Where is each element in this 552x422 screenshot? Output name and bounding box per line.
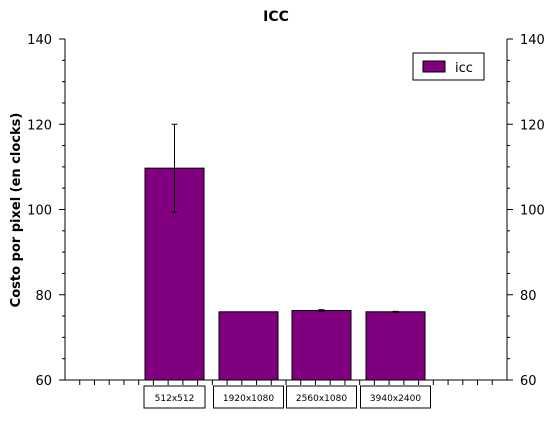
category-label: 2560x1080 [296, 394, 347, 404]
chart-title: ICC [263, 9, 289, 25]
y-tick-label-right: 120 [520, 118, 545, 133]
y-tick-label-right: 60 [520, 374, 537, 389]
legend-swatch [422, 60, 446, 73]
y-tick-label-left: 120 [27, 118, 52, 133]
y-tick-label-right: 140 [520, 33, 545, 48]
axes: 60 60 80 80 100 100 120 120 140 140 [27, 33, 545, 389]
y-axis-label: Costo por pixel (en clocks) [9, 113, 24, 308]
category-label-box [213, 385, 284, 409]
bar [365, 311, 426, 381]
bar [218, 311, 279, 381]
y-tick-label-left: 80 [35, 289, 52, 304]
bars [144, 123, 426, 381]
y-tick-label-right: 80 [520, 289, 537, 304]
y-tick-label-left: 140 [27, 33, 52, 48]
legend-label: icc [455, 61, 473, 76]
y-tick-label-left: 60 [35, 374, 52, 389]
bar [291, 310, 352, 381]
y-tick-label-left: 100 [27, 204, 52, 219]
category-label: 512x512 [155, 394, 195, 404]
category-label-box [143, 385, 206, 409]
legend: icc [412, 52, 485, 81]
category-label: 3940x2400 [370, 394, 421, 404]
category-label-box [286, 385, 357, 409]
category-labels: 512x512 1920x1080 2560x1080 3940x2400 [143, 385, 431, 409]
y-tick-label-right: 100 [520, 204, 545, 219]
category-label-box [360, 385, 431, 409]
category-label: 1920x1080 [223, 394, 274, 404]
